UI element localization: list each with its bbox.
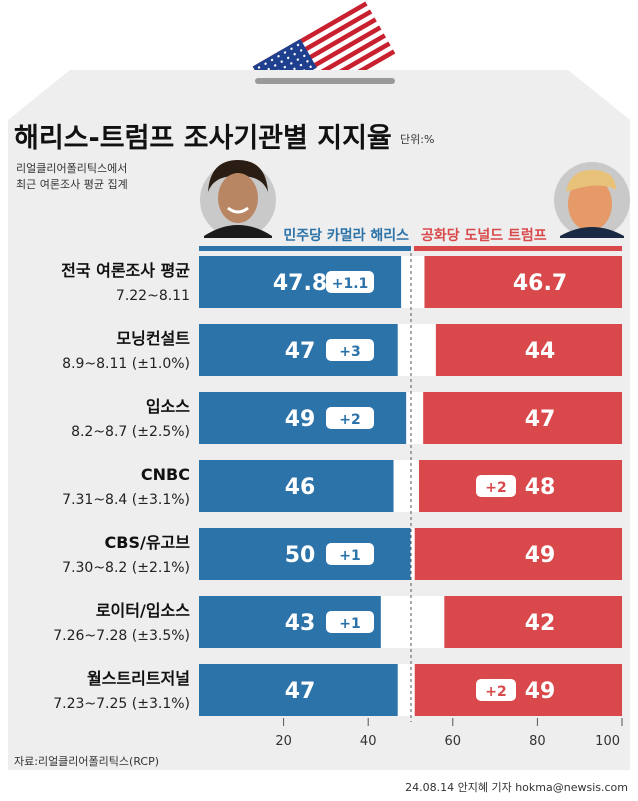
harris-lead-badge xyxy=(326,611,374,633)
row-source-detail: 7.31~8.4 (±3.1%) xyxy=(62,492,190,508)
trump-gap xyxy=(410,460,419,512)
harris-bar xyxy=(199,460,394,512)
harris-value-label: 47 xyxy=(285,679,316,704)
harris-gap xyxy=(406,392,411,444)
harris-value-label: 43 xyxy=(285,611,316,636)
source-note: 자료:리얼클리어폴리틱스(RCP) xyxy=(14,754,159,768)
ballot-slot xyxy=(255,78,395,84)
trump-bar xyxy=(414,528,622,580)
harris-lead-label: +3 xyxy=(339,344,360,360)
trump-value-label: 42 xyxy=(525,611,556,636)
x-tick-label: 100 xyxy=(595,734,620,749)
trump-value-label: 47 xyxy=(525,407,556,432)
row-source-name: 전국 여론조사 평균 xyxy=(61,261,190,280)
trump-gap xyxy=(410,256,425,308)
trump-bar xyxy=(418,460,622,512)
trump-bar xyxy=(444,596,622,648)
trump-gap xyxy=(410,528,415,580)
x-tick-label: 60 xyxy=(445,734,462,749)
trump-value-label: 49 xyxy=(525,543,556,568)
row-source-detail: 7.23~7.25 (±3.1%) xyxy=(53,696,190,712)
trump-gap xyxy=(410,324,436,376)
row-source-name: CBS/유고브 xyxy=(105,533,191,552)
legend-trump-rule xyxy=(414,246,622,251)
row-source-name: 로이터/입소스 xyxy=(96,601,190,620)
harris-value-label: 49 xyxy=(285,407,316,432)
trump-value-label: 49 xyxy=(525,679,556,704)
harris-gap xyxy=(401,256,411,308)
trump-value-label: 48 xyxy=(525,475,556,500)
x-tick-label: 20 xyxy=(275,734,292,749)
x-tick-label: 80 xyxy=(529,734,546,749)
row-source-detail: 8.2~8.7 (±2.5%) xyxy=(71,424,190,440)
trump-gap xyxy=(410,392,424,444)
harris-gap xyxy=(397,664,411,716)
unit-label: 단위:% xyxy=(400,133,434,146)
row-source-name: CNBC xyxy=(141,465,190,484)
harris-bar xyxy=(199,664,398,716)
row-source-detail: 8.9~8.11 (±1.0%) xyxy=(62,356,190,372)
harris-lead-badge xyxy=(326,339,374,361)
harris-lead-badge xyxy=(326,543,374,565)
trump-gap xyxy=(410,664,415,716)
harris-value-label: 47 xyxy=(285,339,316,364)
row-source-detail: 7.26~7.28 (±3.5%) xyxy=(53,628,190,644)
legend-harris-rule xyxy=(199,246,411,251)
trump-lead-label: +2 xyxy=(485,684,506,700)
subtitle-line-2: 최근 여론조사 평균 집계 xyxy=(16,178,128,191)
trump-bar xyxy=(423,392,622,444)
trump-bar xyxy=(435,324,622,376)
trump-value-label: 46.7 xyxy=(513,271,567,296)
subtitle-line-1: 리얼클리어폴리틱스에서 xyxy=(16,161,127,175)
x-axis: 20 40 60 80 100 xyxy=(275,718,623,749)
row-source-name: 모닝컨설트 xyxy=(116,329,190,348)
bars-layer xyxy=(199,256,622,716)
legend-trump: 공화당 도널드 트럼프 xyxy=(421,227,547,244)
harris-bar xyxy=(199,528,411,580)
trump-lead-badge xyxy=(476,679,516,701)
row-source-detail: 7.22~8.11 xyxy=(116,288,190,304)
harris-lead-label: +1 xyxy=(339,548,360,564)
harris-gap xyxy=(380,596,411,648)
harris-gap xyxy=(397,324,411,376)
trump-lead-label: +2 xyxy=(485,480,506,496)
harris-lead-label: +2 xyxy=(339,412,360,428)
x-tick-label: 40 xyxy=(360,734,377,749)
harris-lead-badge xyxy=(326,407,374,429)
harris-gap xyxy=(393,460,411,512)
trump-bar xyxy=(414,664,622,716)
chart-title: 해리스-트럼프 조사기관별 지지율 xyxy=(14,123,392,154)
trump-photo xyxy=(554,162,630,238)
legend-harris: 민주당 카멀라 해리스 xyxy=(283,227,409,244)
row-source-name: 입소스 xyxy=(146,397,190,416)
trump-lead-badge xyxy=(476,475,516,497)
harris-value-label: 46 xyxy=(285,475,316,500)
trump-value-label: 44 xyxy=(525,339,556,364)
harris-lead-label: +1 xyxy=(339,616,360,632)
harris-value-label: 50 xyxy=(285,543,316,568)
credit-line: 24.08.14 안지혜 기자 hokma@newsis.com xyxy=(405,781,628,794)
row-labels-layer: 47.8 +1.1 46.7 전국 여론조사 평균 7.22~8.11 47 +3 44 모닝컨… xyxy=(53,261,567,712)
harris-value-label: 47.8 xyxy=(273,271,327,296)
harris-lead-badge xyxy=(326,271,374,293)
trump-bar xyxy=(424,256,622,308)
row-source-detail: 7.30~8.2 (±2.1%) xyxy=(62,560,190,576)
row-source-name: 월스트리트저널 xyxy=(87,669,190,688)
harris-lead-label: +1.1 xyxy=(332,276,369,292)
harris-photo xyxy=(200,160,276,238)
trump-gap xyxy=(410,596,445,648)
